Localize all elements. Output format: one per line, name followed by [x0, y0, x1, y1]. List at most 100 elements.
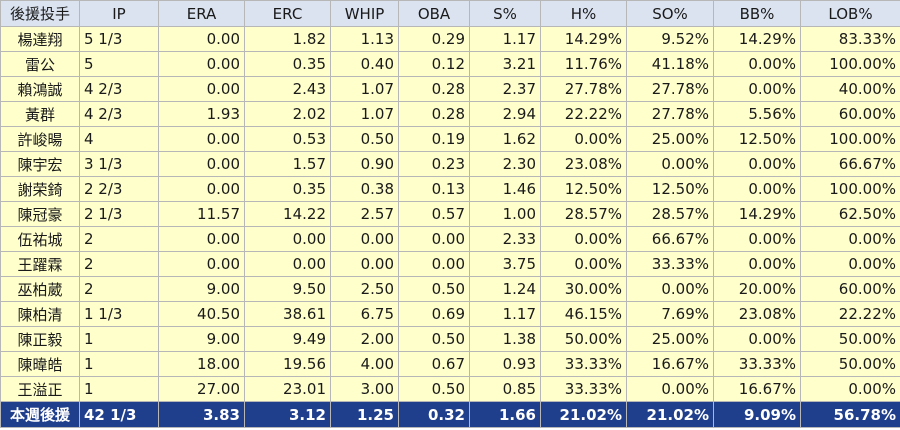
- cell-ip: 2: [79, 276, 159, 302]
- cell-era: 0.00: [158, 76, 245, 102]
- cell-bb-pct: 23.08%: [713, 301, 801, 327]
- total-cell-ip: 42 1/3: [79, 401, 159, 428]
- cell-whip: 1.07: [330, 76, 399, 102]
- cell-so-pct: 25.00%: [626, 126, 714, 152]
- cell-oba: 0.29: [398, 26, 470, 52]
- cell-lob-pct: 60.00%: [800, 101, 900, 127]
- cell-erc: 19.56: [244, 351, 331, 377]
- cell-h-pct: 22.22%: [540, 101, 627, 127]
- cell-oba: 0.50: [398, 276, 470, 302]
- cell-so-pct: 0.00%: [626, 276, 714, 302]
- total-cell-whip: 1.25: [330, 401, 399, 428]
- cell-so-pct: 0.00%: [626, 151, 714, 177]
- column-header-oba: OBA: [398, 0, 470, 27]
- table-row: 陳暐皓 1 18.00 19.56 4.00 0.67 0.93 33.33% 16.67% 33…: [0, 351, 900, 377]
- cell-lob-pct: 100.00%: [800, 51, 900, 77]
- cell-oba: 0.12: [398, 51, 470, 77]
- cell-pitcher: 陳正毅: [0, 326, 80, 352]
- total-cell-so-pct: 21.02%: [626, 401, 714, 428]
- cell-so-pct: 7.69%: [626, 301, 714, 327]
- cell-era: 27.00: [158, 376, 245, 402]
- cell-era: 0.00: [158, 151, 245, 177]
- table-row: 伍祐城 2 0.00 0.00 0.00 0.00 2.33 0.00% 66.67% 0.00%…: [0, 226, 900, 252]
- cell-ip: 4 2/3: [79, 76, 159, 102]
- table-row: 王躍霖 2 0.00 0.00 0.00 0.00 3.75 0.00% 33.33% 0.00%…: [0, 251, 900, 277]
- cell-pitcher: 陳冠豪: [0, 201, 80, 227]
- cell-pitcher: 許峻暘: [0, 126, 80, 152]
- total-cell-oba: 0.32: [398, 401, 470, 428]
- table-row: 陳柏清 1 1/3 40.50 38.61 6.75 0.69 1.17 46.15% 7.69…: [0, 301, 900, 327]
- cell-era: 0.00: [158, 226, 245, 252]
- table-row: 謝荣錡 2 2/3 0.00 0.35 0.38 0.13 1.46 12.50% 12.50%…: [0, 176, 900, 202]
- cell-bb-pct: 0.00%: [713, 226, 801, 252]
- cell-erc: 0.00: [244, 251, 331, 277]
- cell-erc: 14.22: [244, 201, 331, 227]
- cell-whip: 2.50: [330, 276, 399, 302]
- cell-erc: 1.82: [244, 26, 331, 52]
- cell-bb-pct: 0.00%: [713, 151, 801, 177]
- cell-lob-pct: 83.33%: [800, 26, 900, 52]
- cell-whip: 1.07: [330, 101, 399, 127]
- cell-h-pct: 33.33%: [540, 351, 627, 377]
- cell-oba: 0.57: [398, 201, 470, 227]
- column-header-so-pct: SO%: [626, 0, 714, 27]
- cell-oba: 0.00: [398, 251, 470, 277]
- column-header-h-pct: H%: [540, 0, 627, 27]
- cell-so-pct: 41.18%: [626, 51, 714, 77]
- cell-oba: 0.28: [398, 101, 470, 127]
- cell-whip: 0.90: [330, 151, 399, 177]
- cell-so-pct: 66.67%: [626, 226, 714, 252]
- table-row: 王溢正 1 27.00 23.01 3.00 0.50 0.85 33.33% 0.00% 16.…: [0, 376, 900, 402]
- column-header-pitcher: 後援投手: [0, 0, 80, 27]
- column-header-whip: WHIP: [330, 0, 399, 27]
- cell-h-pct: 50.00%: [540, 326, 627, 352]
- cell-lob-pct: 0.00%: [800, 251, 900, 277]
- cell-whip: 0.50: [330, 126, 399, 152]
- cell-s-pct: 3.75: [469, 251, 541, 277]
- cell-so-pct: 33.33%: [626, 251, 714, 277]
- cell-lob-pct: 66.67%: [800, 151, 900, 177]
- cell-era: 0.00: [158, 251, 245, 277]
- cell-so-pct: 16.67%: [626, 351, 714, 377]
- cell-whip: 0.38: [330, 176, 399, 202]
- table-row: 巫柏葳 2 9.00 9.50 2.50 0.50 1.24 30.00% 0.00% 20.00…: [0, 276, 900, 302]
- cell-so-pct: 25.00%: [626, 326, 714, 352]
- column-header-lob-pct: LOB%: [800, 0, 900, 27]
- cell-whip: 1.13: [330, 26, 399, 52]
- cell-ip: 2: [79, 226, 159, 252]
- cell-era: 9.00: [158, 326, 245, 352]
- cell-oba: 0.13: [398, 176, 470, 202]
- cell-pitcher: 王溢正: [0, 376, 80, 402]
- cell-so-pct: 12.50%: [626, 176, 714, 202]
- cell-bb-pct: 14.29%: [713, 201, 801, 227]
- cell-ip: 2: [79, 251, 159, 277]
- cell-pitcher: 楊達翔: [0, 26, 80, 52]
- table-body: 楊達翔 5 1/3 0.00 1.82 1.13 0.29 1.17 14.29% 9.52% 1…: [0, 26, 900, 402]
- cell-pitcher: 王躍霖: [0, 251, 80, 277]
- cell-so-pct: 27.78%: [626, 101, 714, 127]
- cell-whip: 6.75: [330, 301, 399, 327]
- cell-pitcher: 賴鴻誠: [0, 76, 80, 102]
- cell-ip: 1 1/3: [79, 301, 159, 327]
- cell-era: 18.00: [158, 351, 245, 377]
- cell-s-pct: 2.94: [469, 101, 541, 127]
- cell-era: 0.00: [158, 51, 245, 77]
- cell-pitcher: 陳宇宏: [0, 151, 80, 177]
- cell-era: 11.57: [158, 201, 245, 227]
- cell-h-pct: 30.00%: [540, 276, 627, 302]
- cell-h-pct: 0.00%: [540, 251, 627, 277]
- cell-pitcher: 雷公: [0, 51, 80, 77]
- cell-h-pct: 14.29%: [540, 26, 627, 52]
- cell-bb-pct: 0.00%: [713, 76, 801, 102]
- cell-lob-pct: 50.00%: [800, 326, 900, 352]
- cell-lob-pct: 100.00%: [800, 126, 900, 152]
- cell-so-pct: 27.78%: [626, 76, 714, 102]
- column-header-s-pct: S%: [469, 0, 541, 27]
- cell-bb-pct: 0.00%: [713, 51, 801, 77]
- cell-ip: 2 1/3: [79, 201, 159, 227]
- column-header-bb-pct: BB%: [713, 0, 801, 27]
- cell-bb-pct: 0.00%: [713, 251, 801, 277]
- cell-s-pct: 2.37: [469, 76, 541, 102]
- cell-oba: 0.50: [398, 376, 470, 402]
